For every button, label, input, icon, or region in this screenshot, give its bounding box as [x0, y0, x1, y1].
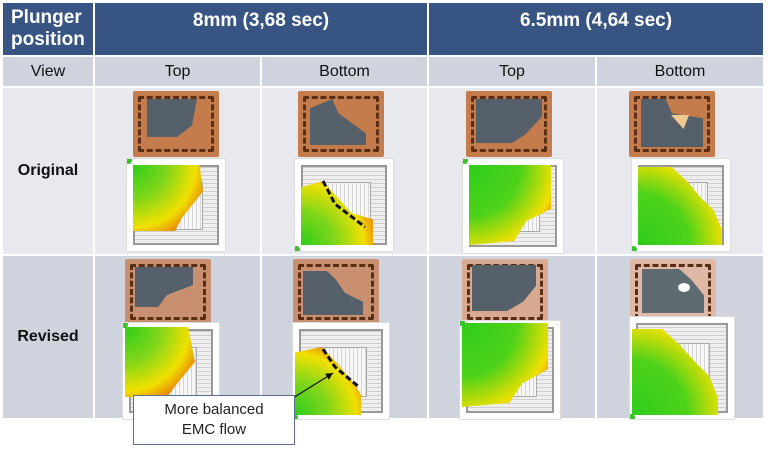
row-revised: Revised: [3, 256, 765, 420]
annotation-line2: EMC flow: [181, 421, 247, 438]
annotation-callout: More balanced EMC flow: [133, 395, 295, 445]
view-label: View: [3, 57, 95, 88]
package-photo: [125, 259, 211, 325]
cell-revised-6-5mm-bottom: [597, 256, 765, 420]
view-row: View Top Bottom Top Bottom: [3, 57, 765, 88]
flow-simulation: [629, 316, 735, 420]
package-photo: [133, 91, 219, 157]
header-row: Plunger position 8mm (3,68 sec) 6.5mm (4,…: [3, 3, 765, 57]
flow-simulation: [462, 158, 564, 254]
corner-label-line1: Plunger: [11, 7, 82, 28]
dashed-flow-front-icon: [321, 348, 360, 389]
flow-simulation: [126, 158, 226, 252]
cell-revised-6-5mm-top: [429, 256, 597, 420]
corner-label-line2: position: [11, 29, 85, 50]
row-label-original: Original: [3, 88, 95, 256]
package-photo: [293, 259, 379, 325]
group-header-6-5mm: 6.5mm (4,64 sec): [429, 3, 765, 57]
package-photo: [629, 91, 715, 157]
flow-simulation: [294, 158, 394, 252]
package-photo: [466, 91, 552, 157]
cell-original-8mm-top: [95, 88, 262, 256]
group-header-8mm: 8mm (3,68 sec): [95, 3, 429, 57]
cell-original-6-5mm-top: [429, 88, 597, 256]
dashed-flow-front-icon: [321, 180, 366, 229]
view-bottom-6-5mm: Bottom: [597, 57, 765, 88]
cell-original-8mm-bottom: [262, 88, 429, 256]
view-top-6-5mm: Top: [429, 57, 597, 88]
view-bottom-8mm: Bottom: [262, 57, 429, 88]
comparison-table: Plunger position 8mm (3,68 sec) 6.5mm (4,…: [3, 3, 765, 420]
package-photo: [462, 259, 548, 325]
row-original: Original: [3, 88, 765, 256]
flow-simulation: [292, 322, 390, 420]
cell-original-6-5mm-bottom: [597, 88, 765, 256]
package-photo: [298, 91, 384, 157]
corner-header: Plunger position: [3, 3, 95, 57]
flow-simulation: [459, 320, 561, 420]
cell-revised-8mm-bottom: [262, 256, 429, 420]
view-top-8mm: Top: [95, 57, 262, 88]
annotation-line1: More balanced: [164, 401, 264, 418]
row-label-revised: Revised: [3, 256, 95, 420]
flow-simulation: [631, 158, 731, 252]
